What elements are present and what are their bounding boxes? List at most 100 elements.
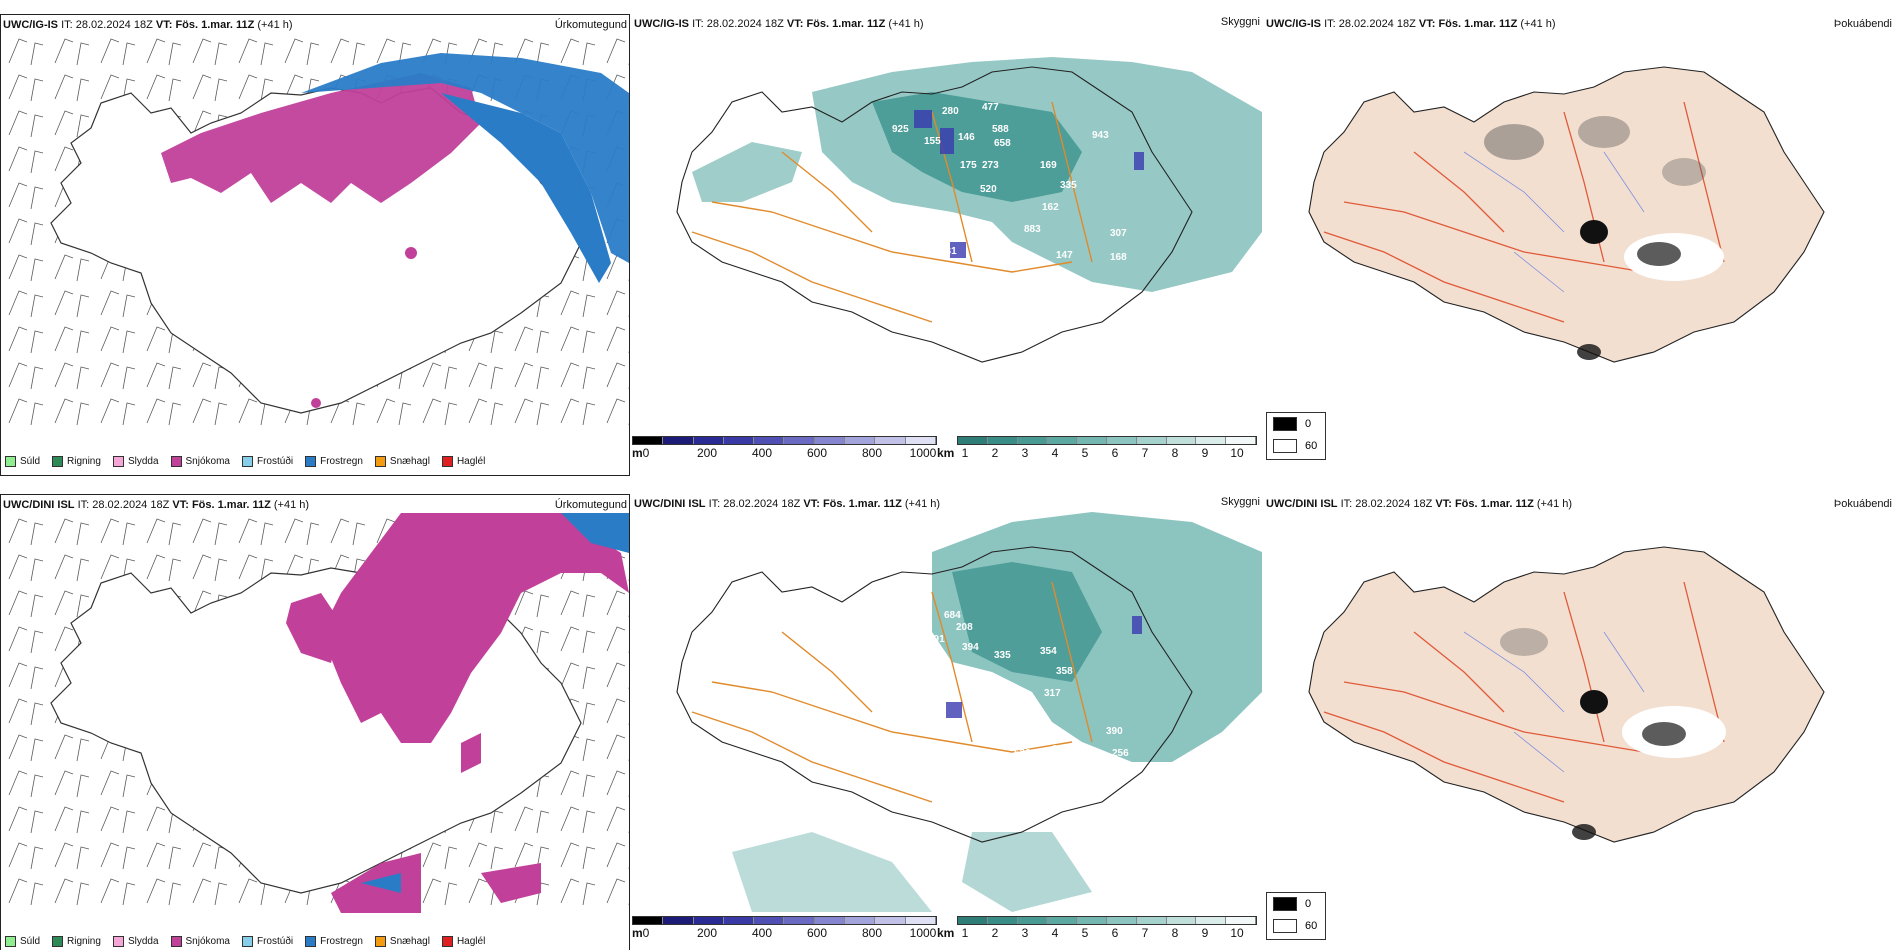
visibility-unit: km bbox=[937, 446, 955, 460]
tick-label: 10 bbox=[1230, 926, 1244, 940]
fog-scale-row: 60 bbox=[1267, 435, 1325, 457]
panel-header: UWC/DINI ISL IT: 28.02.2024 18Z VT: Fös.… bbox=[3, 499, 310, 511]
ceiling-label: 883 bbox=[1024, 224, 1041, 235]
legend-item: Slydda bbox=[112, 456, 159, 467]
snow-area bbox=[161, 73, 481, 203]
legend-item: Snæhagl bbox=[374, 936, 430, 947]
cloud-panel-1: UWC/IG-IS IT: 28.02.2024 18Z VT: Fös. 1.… bbox=[632, 14, 1262, 476]
ceiling-label: 280 bbox=[942, 106, 959, 117]
snow-area bbox=[321, 513, 629, 743]
fog-map-1 bbox=[1308, 66, 1825, 363]
panel-header: UWC/IG-IS IT: 28.02.2024 18Z VT: Fös. 1.… bbox=[3, 19, 293, 31]
legend-item: Frostúði bbox=[241, 456, 293, 467]
tick-label: 5 bbox=[1081, 446, 1089, 460]
ceiling-label: 520 bbox=[980, 184, 997, 195]
tick-label: 7 bbox=[1141, 926, 1149, 940]
ceiling-scale: 0 200 400 600 800 1000 bbox=[632, 916, 937, 946]
legend-swatch bbox=[5, 456, 16, 467]
visibility-scale-bar bbox=[957, 436, 1257, 445]
ceiling-label: 684 bbox=[944, 610, 961, 621]
ceiling-scale-ticks: 0 200 400 600 800 1000 bbox=[632, 925, 937, 940]
tick-label: 6 bbox=[1111, 926, 1119, 940]
iceland-land bbox=[1308, 66, 1825, 363]
ceiling-label: 273 bbox=[982, 160, 999, 171]
ceiling-labels: 925 280 477 588 658 146 155 175 273 943 … bbox=[892, 102, 1127, 265]
legend-item: Rigning bbox=[52, 456, 101, 467]
ceiling-label: 390 bbox=[1106, 726, 1123, 737]
ceiling-label: 335 bbox=[994, 650, 1011, 661]
tick-label: 6 bbox=[1111, 446, 1119, 460]
precip-map-1 bbox=[1, 33, 629, 433]
iceland-outline bbox=[676, 546, 1193, 843]
fog-scale-row: 0 bbox=[1267, 413, 1325, 435]
ceiling-label: 943 bbox=[1092, 130, 1109, 141]
legend-item: Súld bbox=[5, 936, 40, 947]
legend-item: Frostregn bbox=[305, 456, 363, 467]
ceiling-label: 636 bbox=[966, 670, 983, 681]
ceiling-label: 147 bbox=[902, 718, 919, 729]
legend-swatch bbox=[241, 456, 253, 467]
field-name: Þokuábendi bbox=[1833, 18, 1892, 30]
legend-swatch bbox=[170, 936, 182, 947]
ceiling-label: 155 bbox=[924, 136, 941, 147]
tick-label: 4 bbox=[1051, 446, 1059, 460]
ceiling-label: 250 bbox=[1052, 744, 1069, 755]
legend-swatch bbox=[241, 936, 253, 947]
ceiling-label: 317 bbox=[1044, 688, 1061, 699]
tick-label: 800 bbox=[861, 446, 883, 460]
fog-scale-2: 0 60 bbox=[1266, 892, 1326, 940]
ceiling-label: 354 bbox=[1040, 646, 1057, 657]
visibility-scale-ticks: 1 2 3 4 5 6 7 8 9 10 bbox=[957, 445, 1257, 460]
tick-label: 2 bbox=[991, 926, 999, 940]
fog-panel-2: UWC/DINI ISL IT: 28.02.2024 18Z VT: Fös.… bbox=[1264, 494, 1894, 950]
ceiling-label: 307 bbox=[1110, 228, 1127, 239]
fog-scale-row: 60 bbox=[1267, 915, 1325, 937]
ceiling-label: 169 bbox=[1040, 160, 1057, 171]
ceiling-label: 106 bbox=[894, 238, 911, 249]
legend-swatch bbox=[305, 936, 317, 947]
ceiling-label: 532 bbox=[1014, 748, 1031, 759]
tick-label: 2 bbox=[991, 446, 999, 460]
precip-panel-1: UWC/IG-IS IT: 28.02.2024 18Z VT: Fös. 1.… bbox=[0, 14, 630, 476]
legend-swatch bbox=[52, 936, 64, 947]
ceiling-label: 147 bbox=[1056, 250, 1073, 261]
tick-label: 1 bbox=[961, 446, 969, 460]
ceiling-label: 162 bbox=[1042, 202, 1059, 213]
legend-swatch bbox=[5, 936, 16, 947]
legend-swatch bbox=[112, 936, 124, 947]
ceiling-label: 394 bbox=[962, 642, 979, 653]
freezing-rain-area bbox=[301, 53, 629, 263]
tick-label: 3 bbox=[1021, 446, 1029, 460]
legend-item: Slydda bbox=[112, 936, 159, 947]
cloud-map-2: 684 208 791 394 335 354 358 636 317 170 … bbox=[676, 512, 1262, 912]
tick-label: 5 bbox=[1081, 926, 1089, 940]
field-name: Úrkomutegund bbox=[554, 499, 627, 511]
legend-item: Súld bbox=[5, 456, 40, 467]
visibility-unit: km bbox=[937, 926, 955, 940]
tick-label: 4 bbox=[1051, 926, 1059, 940]
iceland-land bbox=[1308, 546, 1825, 843]
tick-label: 600 bbox=[806, 446, 828, 460]
legend-swatch bbox=[112, 456, 124, 467]
legend-item: Snjókoma bbox=[170, 456, 230, 467]
legend-item: Snjókoma bbox=[170, 936, 230, 947]
fog-scale-row: 0 bbox=[1267, 893, 1325, 915]
tick-label: 1000 bbox=[909, 926, 937, 940]
field-name: Úrkomutegund bbox=[554, 19, 627, 31]
ceiling-label: 168 bbox=[1110, 252, 1127, 263]
field-name: Skyggni bbox=[1220, 16, 1260, 28]
ceiling-label: 588 bbox=[992, 124, 1009, 135]
field-name: Þokuábendi bbox=[1833, 498, 1892, 510]
ceiling-label: 256 bbox=[1112, 748, 1129, 759]
ceiling-label: 214 bbox=[1016, 254, 1033, 265]
ceiling-label: 170 bbox=[942, 730, 959, 741]
cloud-map-1: 925 280 477 588 658 146 155 175 273 943 … bbox=[676, 57, 1262, 363]
ceiling-label: 358 bbox=[1056, 666, 1073, 677]
legend-swatch bbox=[441, 456, 453, 467]
legend-item: Haglél bbox=[441, 936, 485, 947]
ceiling-label: 791 bbox=[928, 634, 945, 645]
legend-item: Frostregn bbox=[305, 936, 363, 947]
legend-swatch bbox=[374, 936, 386, 947]
fog-map-2 bbox=[1308, 546, 1825, 843]
fog-scale-1: 0 60 bbox=[1266, 412, 1326, 460]
